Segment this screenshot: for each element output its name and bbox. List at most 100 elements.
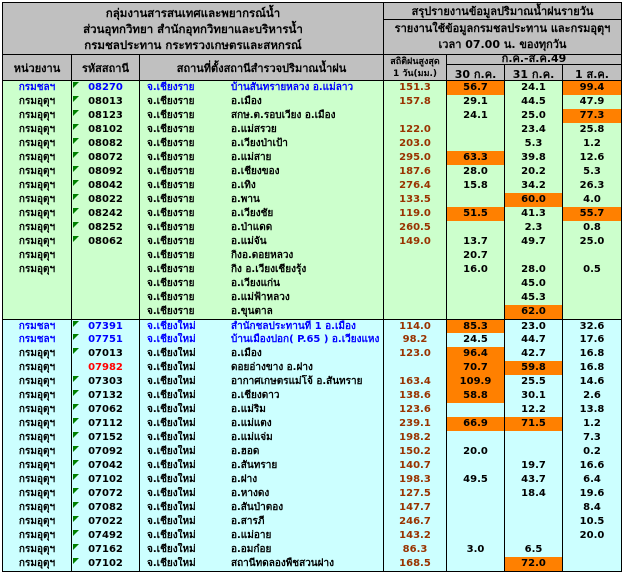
cell-agency[interactable]: กรมอุตุฯ xyxy=(3,361,72,375)
cell-location[interactable]: จ.เชียงใหม่ อ.สารภี xyxy=(140,515,384,529)
cell-location[interactable]: จ.เชียงใหม่ อ.แม่ริม xyxy=(140,403,384,417)
cell-rain-value[interactable] xyxy=(563,249,621,263)
cell-agency[interactable]: กรมอุตุฯ xyxy=(3,109,72,123)
cell-location[interactable]: จ.เชียงราย อ.เวียงชัย xyxy=(140,207,384,221)
cell-station-code[interactable] xyxy=(72,249,140,263)
cell-rain-value[interactable]: 28.0 xyxy=(505,263,563,277)
cell-rain-value[interactable]: 5.3 xyxy=(505,137,563,151)
cell-max-stat[interactable]: 127.5 xyxy=(384,487,447,501)
cell-agency[interactable]: กรมอุตุฯ xyxy=(3,431,72,445)
cell-agency[interactable]: กรมอุตุฯ xyxy=(3,95,72,109)
cell-max-stat[interactable]: 140.7 xyxy=(384,459,447,473)
cell-rain-value[interactable]: 6.5 xyxy=(505,543,563,557)
cell-rain-value[interactable]: 72.0 xyxy=(505,557,563,571)
cell-max-stat[interactable] xyxy=(384,305,447,319)
cell-agency[interactable]: กรมอุตุฯ xyxy=(3,235,72,249)
cell-location[interactable]: จ.เชียงใหม่ อ.สันป่าตอง xyxy=(140,501,384,515)
cell-max-stat[interactable] xyxy=(384,277,447,291)
cell-rain-value[interactable]: 60.0 xyxy=(505,193,563,207)
cell-location[interactable]: จ.เชียงราย อ.แม่สรวย xyxy=(140,123,384,137)
cell-max-stat[interactable]: 86.3 xyxy=(384,543,447,557)
cell-location[interactable]: จ.เชียงใหม่ บ้านเมืองปอก( P.65 ) อ.เวียงแ… xyxy=(140,333,384,347)
cell-station-code[interactable]: 08013 xyxy=(72,95,140,109)
cell-location[interactable]: จ.เชียงใหม่ อ.ฝาง xyxy=(140,473,384,487)
cell-location[interactable]: จ.เชียงใหม่ อ.แม่อาย xyxy=(140,529,384,543)
cell-location[interactable]: จ.เชียงราย อ.ขุนตาล xyxy=(140,305,384,319)
cell-rain-value[interactable]: 4.0 xyxy=(563,193,621,207)
cell-rain-value[interactable]: 19.7 xyxy=(505,459,563,473)
cell-rain-value[interactable]: 20.2 xyxy=(505,165,563,179)
cell-station-code[interactable]: 07102 xyxy=(72,557,140,571)
cell-rain-value[interactable] xyxy=(563,277,621,291)
cell-location[interactable]: จ.เชียงใหม่ อากาศเกษตรแม่โจ้ อ.สันทราย xyxy=(140,375,384,389)
cell-station-code[interactable]: 07303 xyxy=(72,375,140,389)
cell-max-stat[interactable]: 143.2 xyxy=(384,529,447,543)
cell-agency[interactable]: กรมอุตุฯ xyxy=(3,445,72,459)
cell-station-code[interactable]: 07013 xyxy=(72,347,140,361)
cell-rain-value[interactable]: 28.0 xyxy=(447,165,505,179)
cell-max-stat[interactable] xyxy=(384,263,447,277)
cell-location[interactable]: จ.เชียงราย อ.เมือง xyxy=(140,95,384,109)
cell-max-stat[interactable] xyxy=(384,291,447,305)
cell-max-stat[interactable]: 150.2 xyxy=(384,445,447,459)
cell-station-code[interactable]: 07062 xyxy=(72,403,140,417)
cell-station-code[interactable]: 08092 xyxy=(72,165,140,179)
cell-station-code[interactable]: 08072 xyxy=(72,151,140,165)
cell-rain-value[interactable]: 55.7 xyxy=(563,207,621,221)
cell-location[interactable]: จ.เชียงราย อ.แม่จัน xyxy=(140,235,384,249)
cell-rain-value[interactable]: 7.3 xyxy=(563,431,621,445)
cell-station-code[interactable]: 07162 xyxy=(72,543,140,557)
cell-rain-value[interactable]: 43.7 xyxy=(505,473,563,487)
cell-station-code[interactable]: 08022 xyxy=(72,193,140,207)
cell-rain-value[interactable] xyxy=(447,137,505,151)
cell-location[interactable]: จ.เชียงราย อ.แม่สาย xyxy=(140,151,384,165)
cell-rain-value[interactable]: 20.7 xyxy=(447,249,505,263)
cell-rain-value[interactable]: 56.7 xyxy=(447,81,505,95)
cell-rain-value[interactable]: 16.6 xyxy=(563,459,621,473)
cell-rain-value[interactable]: 58.8 xyxy=(447,389,505,403)
cell-rain-value[interactable]: 49.5 xyxy=(447,473,505,487)
cell-rain-value[interactable] xyxy=(447,221,505,235)
cell-agency[interactable]: กรมอุตุฯ xyxy=(3,473,72,487)
cell-rain-value[interactable]: 25.5 xyxy=(505,375,563,389)
cell-rain-value[interactable] xyxy=(505,445,563,459)
cell-rain-value[interactable] xyxy=(563,557,621,571)
cell-station-code[interactable]: 07391 xyxy=(72,320,140,333)
cell-agency[interactable]: กรมอุตุฯ xyxy=(3,347,72,361)
cell-rain-value[interactable]: 13.7 xyxy=(447,235,505,249)
cell-station-code[interactable]: 08062 xyxy=(72,235,140,249)
cell-agency[interactable]: กรมอุตุฯ xyxy=(3,221,72,235)
cell-max-stat[interactable]: 276.4 xyxy=(384,179,447,193)
cell-rain-value[interactable] xyxy=(563,305,621,319)
cell-rain-value[interactable]: 99.4 xyxy=(563,81,621,95)
cell-location[interactable]: จ.เชียงราย อ.เวียงป่าเป้า xyxy=(140,137,384,151)
cell-rain-value[interactable] xyxy=(447,487,505,501)
cell-rain-value[interactable]: 30.1 xyxy=(505,389,563,403)
cell-location[interactable]: จ.เชียงใหม่ สำนักชลประทานที่ 1 อ.เมือง xyxy=(140,320,384,333)
cell-agency[interactable]: กรมอุตุฯ xyxy=(3,249,72,263)
cell-agency[interactable]: กรมอุตุฯ xyxy=(3,207,72,221)
cell-rain-value[interactable]: 39.8 xyxy=(505,151,563,165)
cell-rain-value[interactable]: 12.6 xyxy=(563,151,621,165)
cell-rain-value[interactable] xyxy=(447,501,505,515)
cell-rain-value[interactable]: 59.8 xyxy=(505,361,563,375)
cell-rain-value[interactable] xyxy=(505,249,563,263)
cell-rain-value[interactable] xyxy=(505,529,563,543)
cell-max-stat[interactable]: 151.3 xyxy=(384,81,447,95)
cell-station-code[interactable] xyxy=(72,305,140,319)
cell-rain-value[interactable]: 25.8 xyxy=(563,123,621,137)
cell-station-code[interactable]: 07112 xyxy=(72,417,140,431)
cell-max-stat[interactable]: 295.0 xyxy=(384,151,447,165)
cell-rain-value[interactable]: 47.9 xyxy=(563,95,621,109)
cell-location[interactable]: จ.เชียงใหม่ อ.หางดง xyxy=(140,487,384,501)
cell-agency[interactable]: กรมอุตุฯ xyxy=(3,165,72,179)
cell-max-stat[interactable]: 149.0 xyxy=(384,235,447,249)
cell-rain-value[interactable]: 24.1 xyxy=(505,81,563,95)
cell-rain-value[interactable]: 44.5 xyxy=(505,95,563,109)
cell-max-stat[interactable]: 147.7 xyxy=(384,501,447,515)
cell-location[interactable]: จ.เชียงใหม่ อ.ฮอด xyxy=(140,445,384,459)
cell-agency[interactable]: กรมอุตุฯ xyxy=(3,389,72,403)
cell-rain-value[interactable]: 42.7 xyxy=(505,347,563,361)
cell-rain-value[interactable]: 45.3 xyxy=(505,291,563,305)
cell-rain-value[interactable]: 1.2 xyxy=(563,137,621,151)
